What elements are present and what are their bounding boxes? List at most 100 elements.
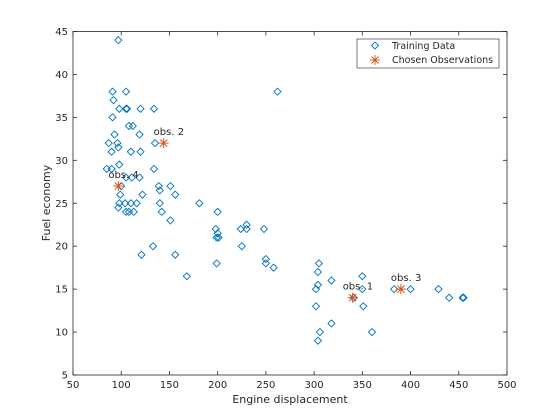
- training-data-point: [107, 147, 116, 156]
- training-data-point: [182, 272, 191, 281]
- training-data-point: [313, 280, 323, 290]
- training-data-point: [242, 220, 251, 229]
- training-data-point: [259, 224, 269, 234]
- plot-area: [72, 31, 508, 376]
- training-data-point: [108, 113, 117, 122]
- training-data-point: [149, 104, 159, 113]
- observation-label: obs. 1: [343, 282, 373, 293]
- observation-label: obs. 4: [108, 170, 138, 181]
- training-data-point: [261, 259, 271, 268]
- training-data-point: [166, 216, 175, 225]
- legend-label-chosen: Chosen Observations: [392, 55, 493, 66]
- training-data-point: [195, 199, 204, 208]
- training-data-point: [157, 207, 166, 217]
- training-data-point: [237, 242, 246, 251]
- y-tick-label: 30: [55, 156, 68, 167]
- y-tick-label: 35: [55, 113, 68, 124]
- training-data-point: [212, 233, 221, 242]
- training-data-point: [136, 147, 145, 156]
- training-data-point: [155, 186, 164, 195]
- training-data-point: [132, 199, 141, 208]
- training-data-point: [358, 272, 367, 281]
- training-data-point: [269, 263, 278, 272]
- training-data-point: [149, 164, 159, 174]
- training-data-point: [136, 104, 145, 113]
- training-data-point: [444, 293, 454, 302]
- chosen-observations-series: obs. 1 obs. 2 obs. 3 obs. 4: [108, 127, 421, 303]
- training-data-point: [214, 233, 223, 242]
- training-data-point: [349, 293, 358, 302]
- x-tick-label: 350: [353, 380, 372, 391]
- training-data-point: [459, 293, 468, 302]
- x-tick-label: 200: [208, 380, 227, 391]
- x-tick-label: 50: [67, 380, 80, 391]
- training-data-point: [236, 224, 245, 234]
- training-data-point: [327, 319, 336, 328]
- training-data-point: [171, 250, 180, 259]
- training-data-point: [124, 207, 134, 217]
- y-tick-label: 20: [55, 242, 68, 253]
- x-tick-label: 150: [160, 380, 179, 391]
- training-data-point: [212, 259, 221, 268]
- training-data-point: [121, 173, 131, 182]
- training-data-point: [313, 336, 323, 345]
- legend: Training Data Chosen Observations: [356, 38, 500, 69]
- y-axis-label: Fuel economy: [40, 164, 53, 241]
- training-data-point: [120, 199, 130, 208]
- training-data-point: [129, 207, 138, 217]
- observation-label: obs. 2: [154, 127, 184, 138]
- x-tick-label: 100: [112, 380, 131, 391]
- training-data-point: [137, 250, 146, 259]
- training-data-point: [213, 207, 222, 217]
- training-data-point: [434, 284, 443, 294]
- training-data-point: [314, 259, 324, 268]
- y-tick-label: 40: [55, 70, 68, 81]
- y-tick-label: 5: [62, 371, 68, 382]
- y-tick-label: 15: [55, 285, 68, 296]
- legend-label-training: Training Data: [391, 41, 455, 52]
- x-axis-ticks: 50 100 150 200 250 300 350 400 450 500: [67, 31, 517, 391]
- y-tick-label: 10: [55, 328, 68, 339]
- training-data-point: [242, 224, 251, 234]
- training-data-point: [389, 284, 399, 294]
- training-data-point: [115, 160, 124, 169]
- training-data-point: [315, 327, 325, 337]
- training-data-point: [358, 284, 367, 294]
- y-tick-label: 45: [55, 27, 68, 38]
- legend-box: [356, 38, 500, 69]
- training-data-point: [211, 224, 220, 234]
- legend-marker-diamond: [370, 41, 380, 50]
- training-data-series: [102, 35, 468, 345]
- x-tick-label: 250: [256, 380, 275, 391]
- training-data-point: [359, 302, 368, 311]
- training-data-point: [150, 138, 160, 148]
- training-data-point: [327, 276, 336, 285]
- training-data-point: [367, 327, 377, 337]
- training-data-point: [458, 293, 467, 302]
- training-data-point: [114, 143, 123, 152]
- x-tick-label: 450: [449, 380, 468, 391]
- observation-label: obs. 3: [391, 273, 421, 284]
- training-data-point: [127, 173, 137, 182]
- training-data-point: [108, 87, 117, 96]
- training-data-point: [122, 104, 132, 113]
- training-data-point: [171, 190, 180, 199]
- training-data-point: [406, 284, 415, 294]
- training-data-point: [313, 267, 323, 277]
- training-data-point: [109, 96, 118, 105]
- training-data-point: [102, 164, 111, 174]
- training-data-point: [126, 199, 136, 208]
- training-data-point: [148, 242, 158, 251]
- training-data-point: [110, 130, 119, 139]
- training-data-point: [261, 254, 271, 264]
- training-data-point: [116, 190, 125, 199]
- chosen-observation-point: [347, 292, 358, 303]
- axes-box: [72, 31, 508, 376]
- training-data-point: [135, 130, 144, 139]
- training-data-point: [311, 302, 321, 311]
- training-data-point: [121, 207, 131, 217]
- x-tick-label: 500: [497, 380, 516, 391]
- training-data-point: [115, 104, 124, 113]
- training-data-point: [273, 87, 282, 96]
